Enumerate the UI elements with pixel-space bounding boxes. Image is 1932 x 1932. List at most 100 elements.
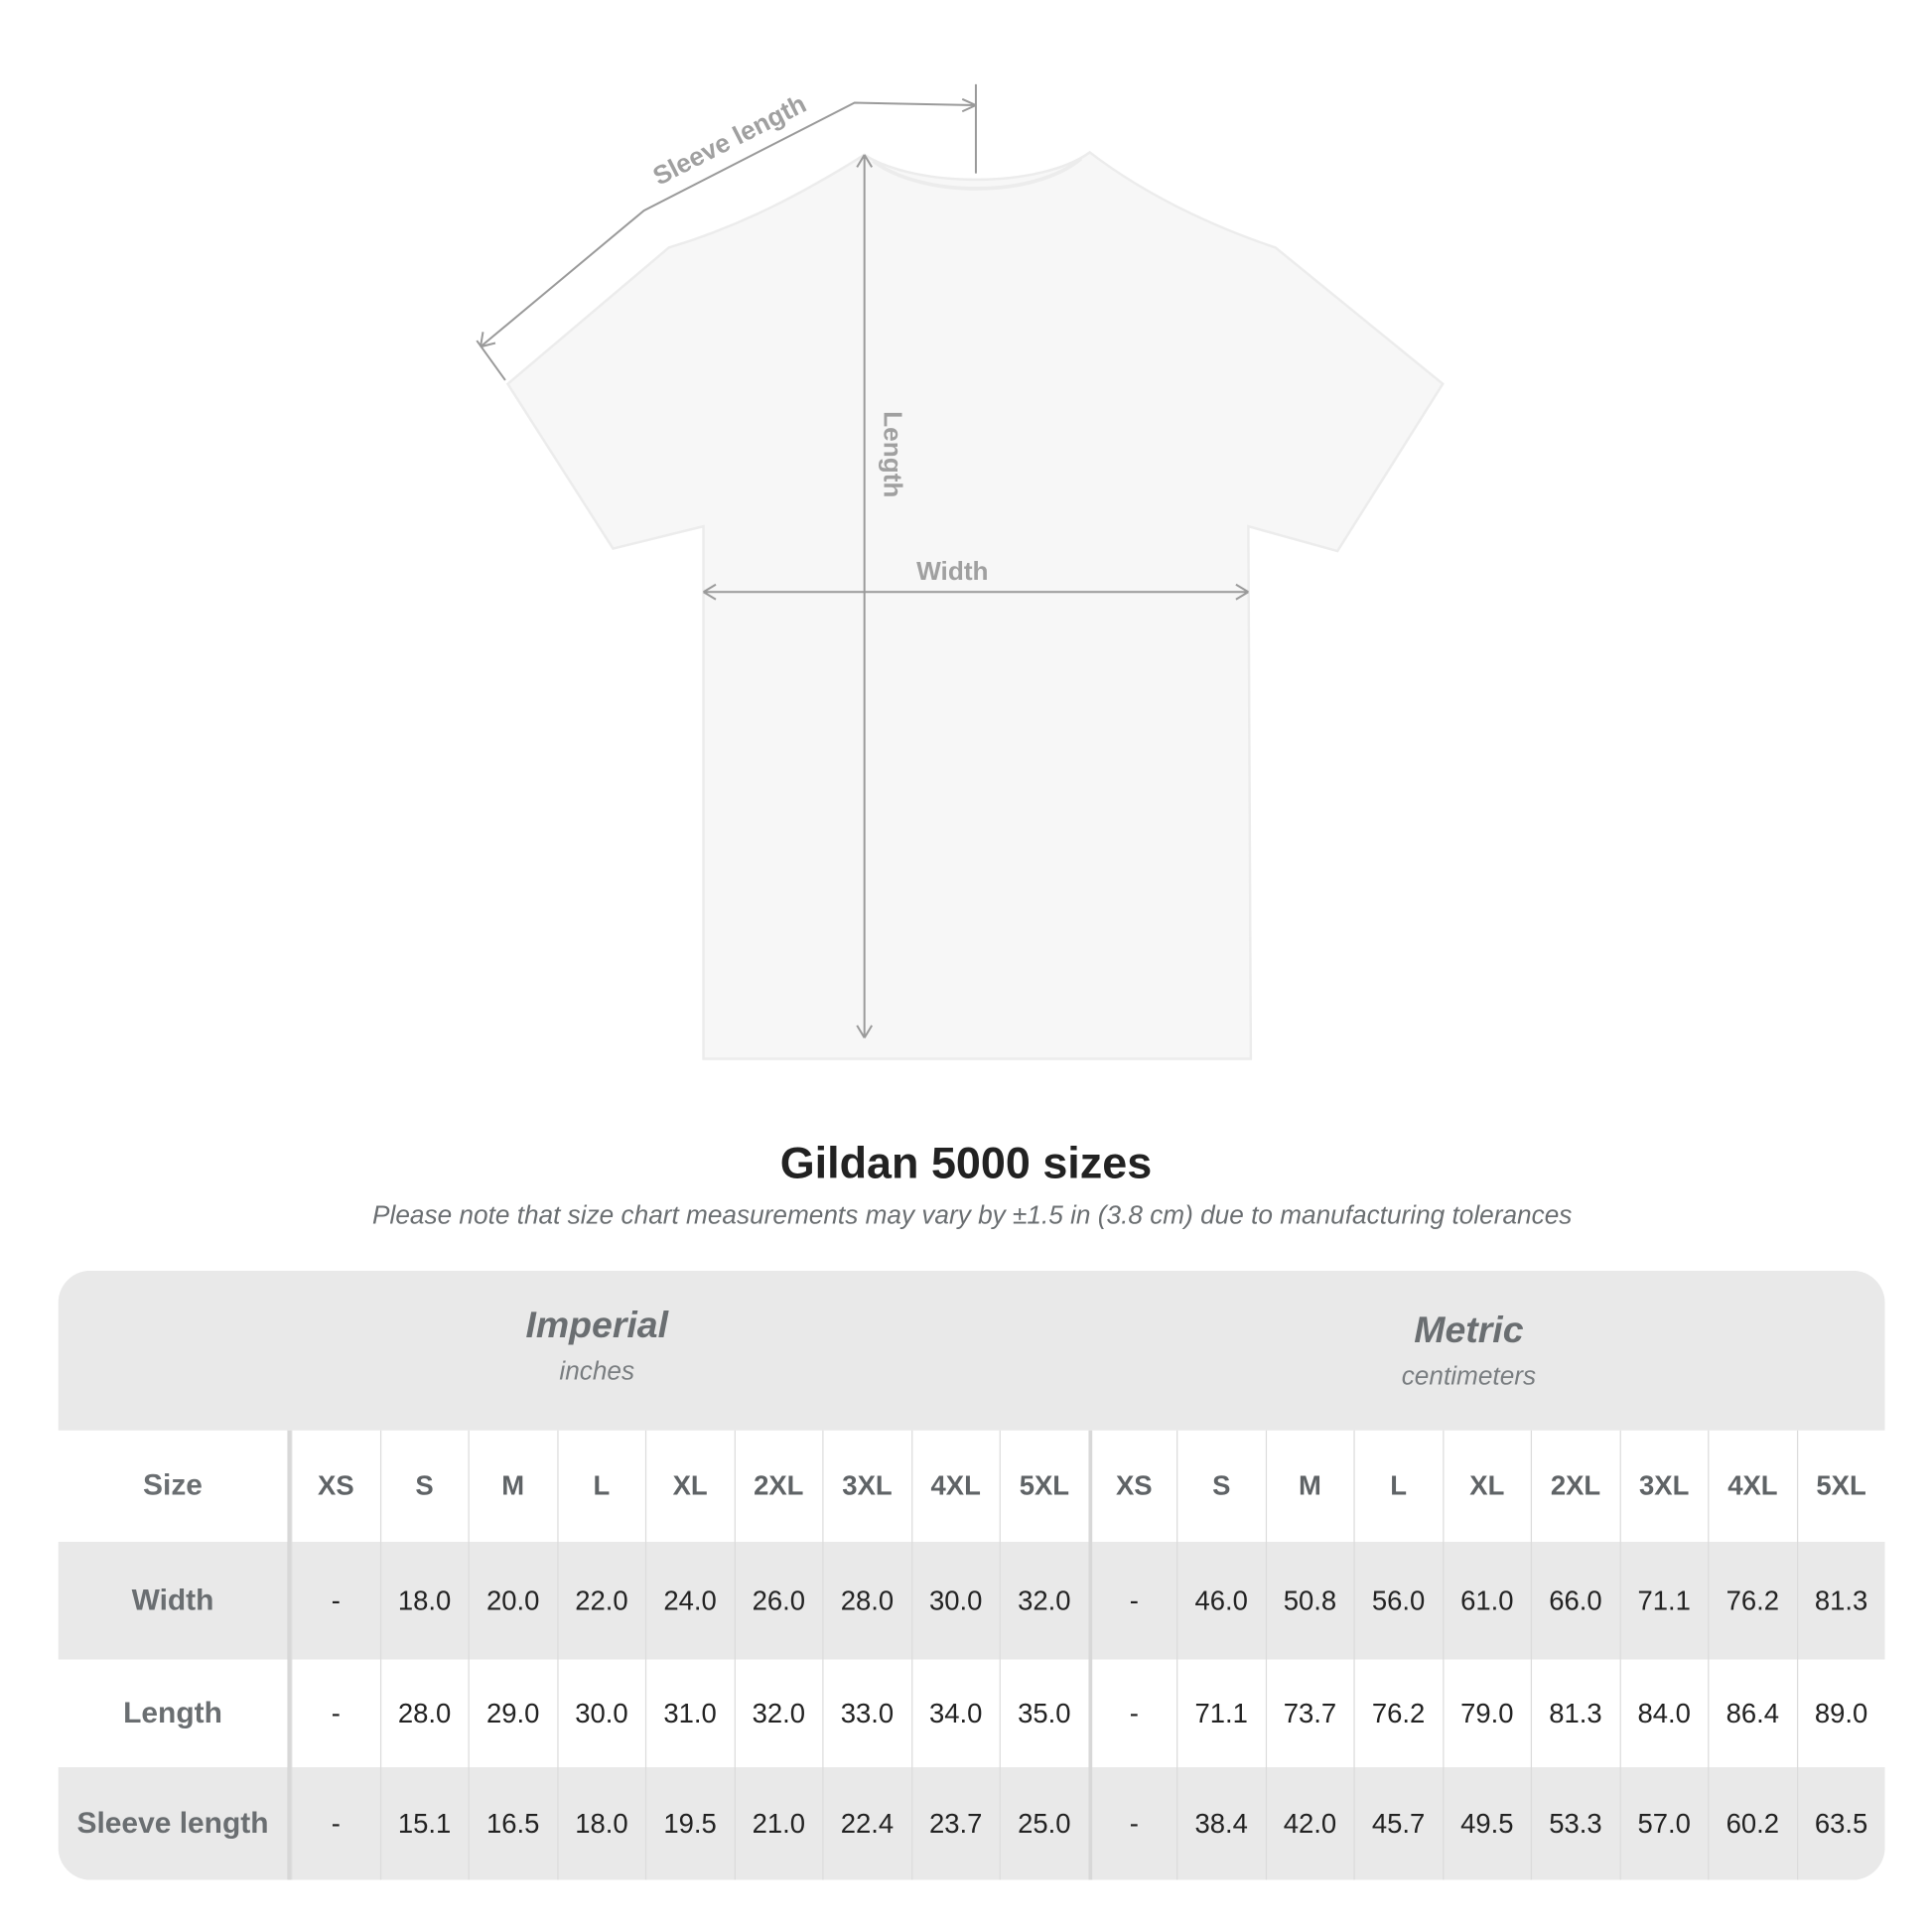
tolerance-note: Please note that size chart measurements… [372, 1200, 1573, 1230]
size-header-cell: M [468, 1430, 557, 1543]
value-cell: 45.7 [1353, 1767, 1442, 1880]
size-header-cell: XS [291, 1430, 379, 1543]
value-cell: 56.0 [1353, 1542, 1442, 1660]
value-cell: 32.0 [734, 1659, 822, 1768]
value-cell: 18.0 [379, 1542, 468, 1660]
value-cell: 63.5 [1796, 1767, 1884, 1880]
value-cell: 24.0 [644, 1542, 734, 1660]
sleeve-length-label: Sleeve length [648, 88, 811, 191]
value-cell: 76.2 [1353, 1659, 1442, 1768]
table-header-band: Imperial inches Metric centimeters [58, 1270, 1885, 1431]
value-cell: 73.7 [1265, 1659, 1353, 1768]
value-cell: 26.0 [734, 1542, 822, 1660]
value-cell: 33.0 [822, 1659, 910, 1768]
table-row: Width -18.0 20.0 22.0 24.0 26.0 28.0 30.0 32.0-4… [58, 1542, 1885, 1660]
value-cell: 71.1 [1176, 1659, 1265, 1768]
value-cell: 42.0 [1265, 1767, 1353, 1880]
value-cell: 22.4 [822, 1767, 910, 1880]
tshirt-measurement-diagram: Sleeve length Length Width [476, 83, 1445, 1060]
width-label: Width [916, 556, 988, 586]
metric-header: Metric centimeters [1160, 1311, 1779, 1392]
size-header-cell: 5XL [1796, 1430, 1884, 1543]
width-arrow [703, 583, 1249, 601]
size-header-cell: XS [1087, 1430, 1176, 1543]
value-cell: - [1087, 1767, 1176, 1880]
table-row: Sleeve length -15.1 16.5 18.0 19.5 21.0 22.4 23… [58, 1767, 1885, 1880]
size-header-cell: 4XL [910, 1430, 999, 1543]
row-label: Width [59, 1542, 292, 1660]
length-arrow [856, 154, 874, 1038]
sleeve-arrow [480, 101, 976, 348]
size-header-cell: M [1265, 1430, 1353, 1543]
value-cell: 38.4 [1176, 1767, 1265, 1880]
value-cell: 21.0 [734, 1767, 822, 1880]
collar [872, 157, 1083, 191]
size-header-cell: XL [644, 1430, 734, 1543]
value-cell: 15.1 [379, 1767, 468, 1880]
size-header-cell: 4XL [1708, 1430, 1796, 1543]
value-cell: 16.5 [468, 1767, 557, 1880]
size-header-cell: 2XL [734, 1430, 822, 1543]
value-cell: 61.0 [1442, 1542, 1531, 1660]
measure-lines [476, 83, 1249, 1038]
imperial-header: Imperial inches [287, 1306, 906, 1387]
value-cell: - [291, 1542, 379, 1660]
value-cell: 31.0 [644, 1659, 734, 1768]
size-header-cell: L [556, 1430, 645, 1543]
value-cell: 84.0 [1618, 1659, 1708, 1768]
size-header-cell: 3XL [1618, 1430, 1708, 1543]
size-header-cell: S [1176, 1430, 1265, 1543]
size-header-cell: 2XL [1530, 1430, 1619, 1543]
value-cell: 81.3 [1796, 1542, 1884, 1660]
size-header-cell: XL [1442, 1430, 1531, 1543]
value-cell: 28.0 [822, 1542, 910, 1660]
table-row: Length -28.0 29.0 30.0 31.0 32.0 33.0 34.0 35.0-… [59, 1659, 1885, 1768]
value-cell: - [291, 1659, 379, 1768]
tshirt-shape [505, 150, 1445, 1060]
value-cell: 34.0 [910, 1659, 999, 1768]
size-header-cell: 3XL [822, 1430, 910, 1543]
value-cell: 30.0 [556, 1659, 645, 1768]
row-label: Sleeve length [59, 1767, 292, 1880]
size-table: Imperial inches Metric centimeters Size X… [58, 1270, 1885, 1880]
value-cell: 53.3 [1530, 1767, 1619, 1880]
value-cell: 57.0 [1618, 1767, 1708, 1880]
size-header-cell: S [379, 1430, 468, 1543]
value-cell: 46.0 [1176, 1542, 1265, 1660]
value-cell: - [1087, 1542, 1176, 1660]
value-cell: 81.3 [1530, 1659, 1619, 1768]
value-cell: 30.0 [910, 1542, 999, 1660]
value-cell: 50.8 [1265, 1542, 1353, 1660]
value-cell: 25.0 [999, 1767, 1088, 1880]
value-cell: 29.0 [468, 1659, 557, 1768]
value-cell: 76.2 [1708, 1542, 1796, 1660]
metric-title: Metric [1414, 1310, 1524, 1351]
value-cell: 18.0 [556, 1767, 645, 1880]
size-row: Size XS S M L XL 2XL 3XL 4XL 5XL XS S M L XL 2XL 3XL 4XL 5… [59, 1430, 1885, 1543]
chart-title: Gildan 5000 sizes [779, 1137, 1153, 1188]
imperial-title: Imperial [525, 1305, 669, 1346]
value-cell: 23.7 [910, 1767, 999, 1880]
value-cell: 60.2 [1708, 1767, 1796, 1880]
length-label: Length [879, 411, 908, 497]
imperial-unit: inches [559, 1357, 635, 1386]
value-cell: 86.4 [1708, 1659, 1796, 1768]
metric-unit: centimeters [1401, 1362, 1537, 1391]
value-cell: 28.0 [379, 1659, 468, 1768]
size-header-label: Size [59, 1430, 292, 1543]
value-cell: 89.0 [1796, 1659, 1884, 1768]
value-cell: 19.5 [644, 1767, 734, 1880]
size-header-cell: L [1353, 1430, 1442, 1543]
value-cell: 32.0 [999, 1542, 1088, 1660]
row-label: Length [59, 1659, 292, 1768]
value-cell: 20.0 [468, 1542, 557, 1660]
value-cell: - [291, 1767, 379, 1880]
value-cell: 35.0 [999, 1659, 1088, 1768]
value-cell: 49.5 [1442, 1767, 1531, 1880]
value-cell: 22.0 [556, 1542, 645, 1660]
value-cell: 79.0 [1442, 1659, 1531, 1768]
value-cell: - [1087, 1659, 1176, 1768]
value-cell: 71.1 [1618, 1542, 1708, 1660]
value-cell: 66.0 [1530, 1542, 1619, 1660]
